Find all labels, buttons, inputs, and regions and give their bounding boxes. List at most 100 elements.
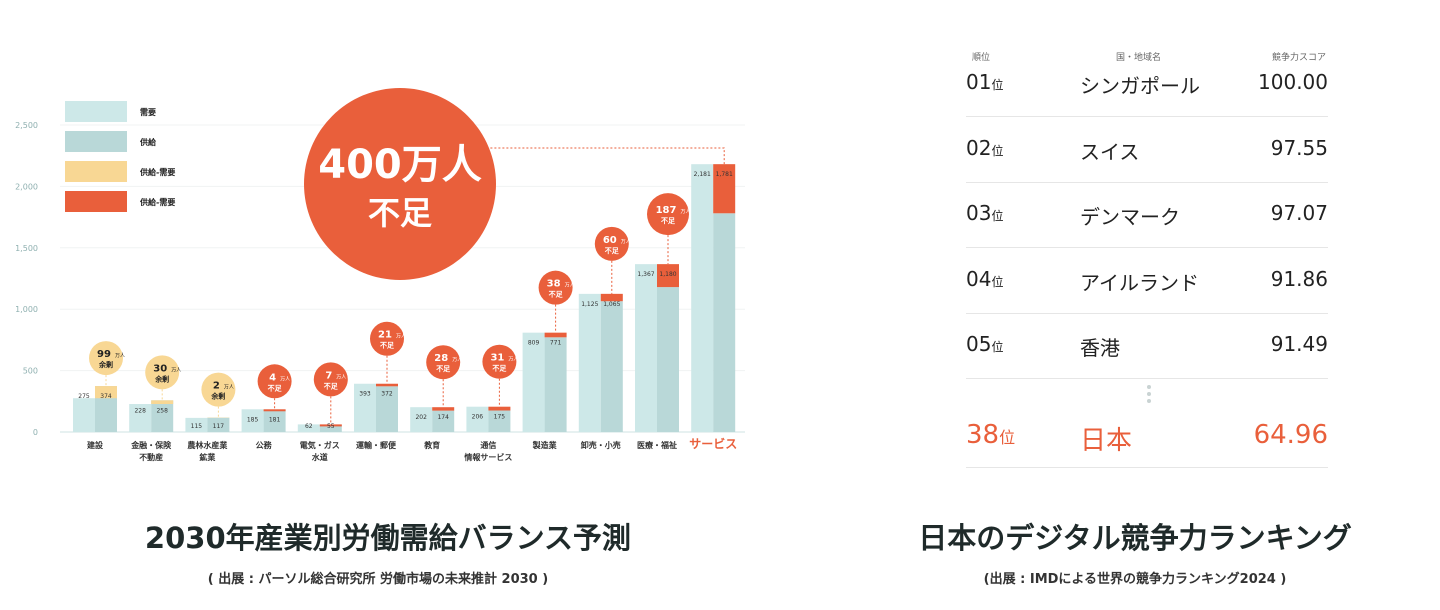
ellipsis-dot (1147, 385, 1151, 389)
balance-unit: 万人 (224, 385, 234, 391)
y-tick-label: 0 (33, 428, 38, 437)
supply-bar (207, 417, 230, 432)
demand-bar (73, 398, 95, 432)
chart-source: ( 出展 : パーソル総合研究所 労働市場の未来推計 2030 ) (207, 572, 549, 587)
balance-unit: 万人 (565, 283, 575, 289)
supply-bar (376, 386, 398, 432)
shortage-segment (657, 264, 679, 288)
surplus-segment (151, 400, 174, 405)
legend-swatch (65, 131, 127, 152)
demand-value: 393 (359, 391, 371, 398)
balance-word: 不足 (605, 247, 620, 255)
category-label: 不動産 (139, 452, 163, 462)
rank: 38 (966, 420, 1000, 450)
shortage-segment (432, 407, 455, 411)
balance-word: 不足 (549, 291, 564, 299)
supply-value: 1,180 (659, 271, 676, 278)
balance-number: 99 (97, 349, 111, 360)
supply-bar (600, 301, 623, 432)
score: 97.55 (1270, 135, 1328, 160)
category-label: 金融・保険 (130, 440, 172, 450)
rank-suffix: 位 (991, 209, 1004, 223)
supply-bar (151, 400, 174, 432)
supply-value: 372 (381, 391, 393, 398)
balance-bubble (89, 341, 123, 376)
category-label: 教育 (423, 440, 440, 450)
balance-word: 不足 (324, 382, 339, 390)
supply-bar (713, 213, 736, 432)
category-label: 医療・福祉 (637, 440, 677, 450)
supply-bar (432, 410, 455, 432)
divider (966, 116, 1328, 117)
ranking-row: 01位 シンガポール 100.00 (966, 70, 1328, 110)
balance-unit: 万人 (396, 334, 406, 340)
shortage-segment (376, 383, 398, 387)
rank-suffix: 位 (991, 340, 1004, 354)
balance-bubble (145, 355, 180, 390)
legend-label: 需要 (140, 107, 156, 117)
ellipsis-dot (1147, 399, 1151, 403)
ellipsis-dot (1147, 392, 1151, 396)
balance-unit: 万人 (336, 374, 346, 380)
ranking-title: 日本のデジタル競争力ランキング (918, 521, 1352, 555)
demand-bar (185, 417, 208, 432)
demand-value: 185 (247, 416, 259, 423)
balance-number: 2 (213, 381, 220, 392)
balance-bubble (313, 362, 348, 397)
balance-unit: 万人 (681, 209, 691, 215)
callout-line (470, 147, 725, 165)
legend-label: 供給-需要 (139, 167, 175, 177)
rank-suffix: 位 (999, 428, 1016, 447)
highlight-bubble (304, 88, 496, 280)
balance-unit: 万人 (171, 367, 181, 373)
category-label: 製造業 (532, 440, 558, 450)
country: アイルランド (1080, 270, 1199, 295)
demand-value: 62 (305, 423, 313, 430)
supply-value: 258 (156, 407, 168, 414)
shortage-segment (488, 406, 511, 411)
score: 64.96 (1253, 420, 1328, 450)
demand-bar (297, 424, 320, 432)
rank: 02 (966, 135, 992, 160)
legend-label: 供給 (139, 137, 157, 147)
demand-bar (354, 383, 376, 432)
y-tick-label: 500 (23, 367, 38, 376)
rank: 05 (966, 332, 992, 356)
demand-bar (578, 293, 601, 432)
demand-bar (466, 406, 489, 432)
highlight-word: 不足 (368, 194, 432, 232)
balance-number: 4 (269, 372, 276, 383)
demand-value: 1,367 (637, 271, 654, 278)
demand-value: 1,125 (581, 301, 598, 308)
rank: 03 (966, 201, 992, 225)
demand-bar (129, 404, 152, 432)
rank: 04 (966, 266, 992, 291)
balance-word: 不足 (436, 365, 451, 373)
balance-unit: 万人 (115, 353, 125, 359)
divider (966, 378, 1328, 379)
supply-bar (319, 425, 342, 432)
legend-label: 供給-需要 (139, 197, 175, 207)
shortage-segment (713, 164, 736, 214)
labor-balance-chart: 05001,0001,5002,0002,500需要供給供給-需要供給-需要27… (15, 88, 745, 462)
category-label: 農林水産業 (187, 440, 228, 450)
ranking-row: 03位 デンマーク 97.07 (966, 201, 1328, 241)
demand-bar (522, 332, 545, 432)
y-tick-label: 2,500 (15, 121, 38, 130)
rank-suffix: 位 (991, 78, 1004, 92)
chart-title: 2030年産業別労働需給バランス予測 (144, 521, 632, 555)
category-label: 卸売・小売 (581, 440, 621, 450)
demand-bar (410, 407, 433, 432)
balance-number: 28 (434, 353, 448, 364)
header-country: 国・地域名 (1116, 53, 1162, 63)
score: 91.49 (1270, 332, 1328, 356)
supply-bar (657, 287, 679, 432)
shortage-segment (600, 293, 623, 302)
divider (966, 247, 1328, 248)
score: 100.00 (1258, 70, 1328, 94)
balance-bubble (201, 372, 236, 407)
supply-bar (544, 337, 567, 432)
demand-value: 2,181 (694, 171, 711, 178)
balance-word: 不足 (380, 342, 395, 350)
balance-bubble (482, 344, 517, 379)
